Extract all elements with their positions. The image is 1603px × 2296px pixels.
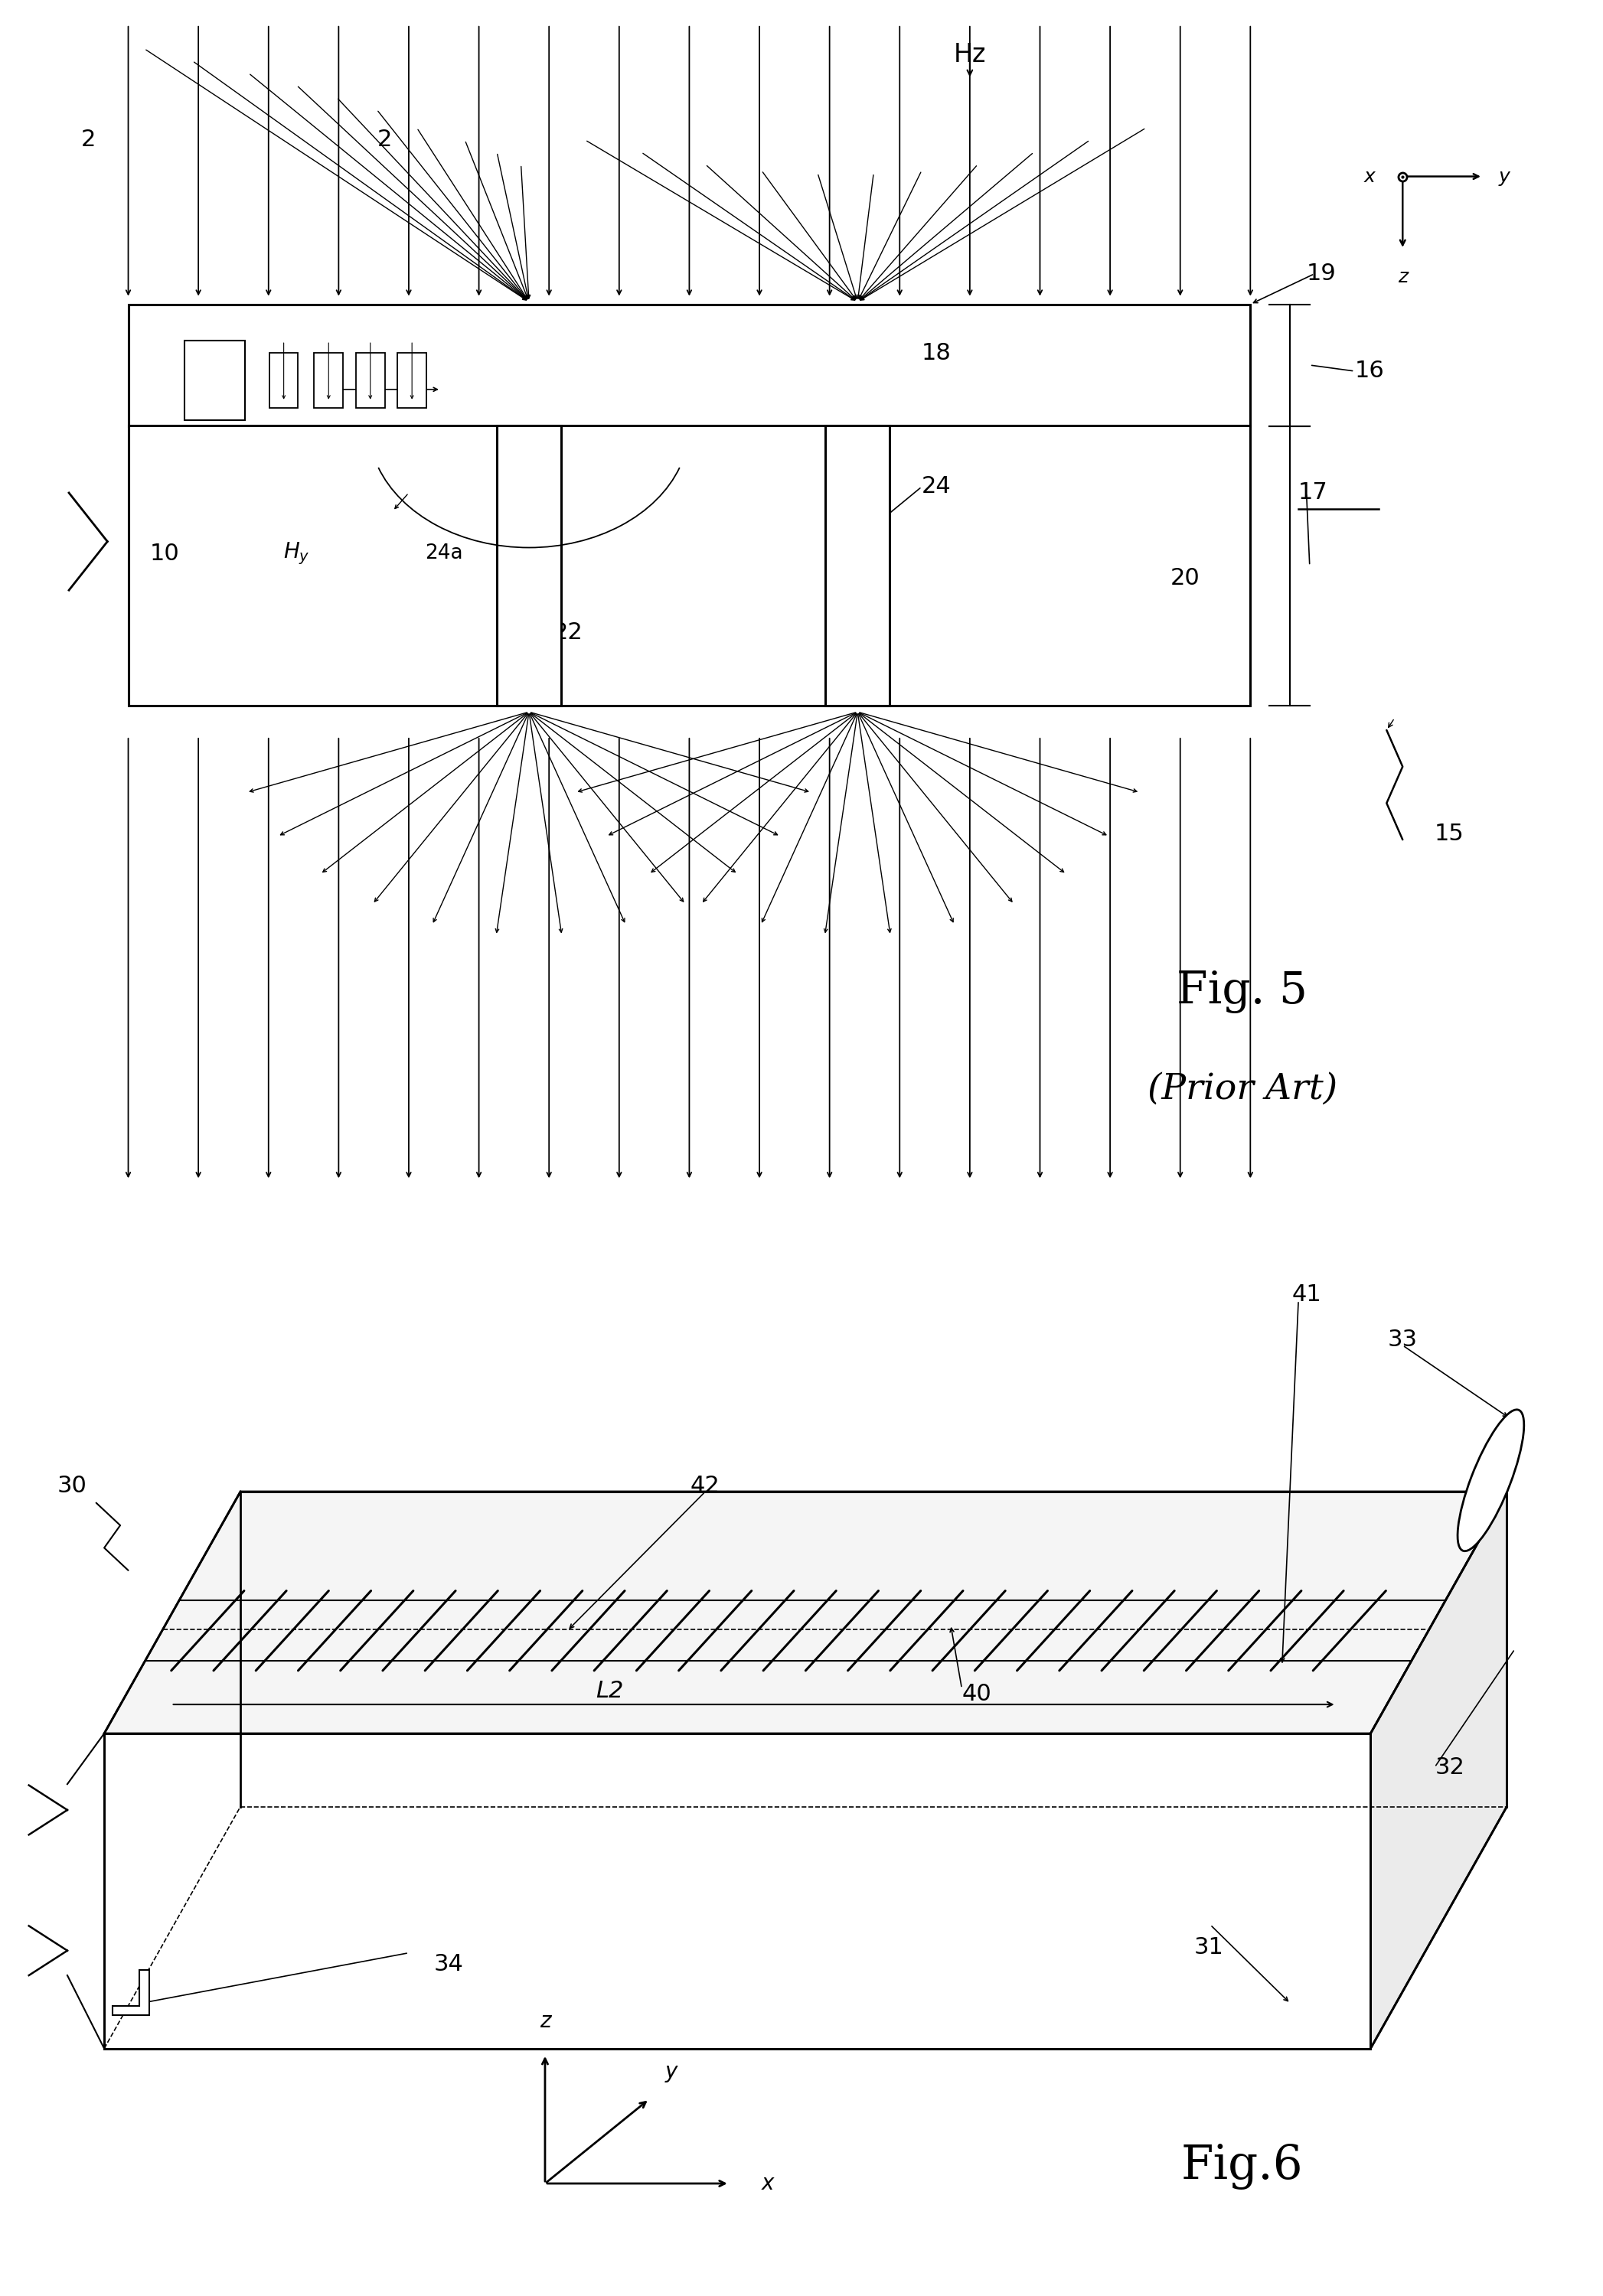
Text: y: y: [665, 2062, 678, 2082]
Text: L2: L2: [596, 1681, 624, 1701]
Text: 24: 24: [922, 475, 952, 498]
Text: 10: 10: [149, 542, 180, 565]
Text: 2: 2: [80, 129, 96, 152]
Text: 40: 40: [962, 1683, 992, 1706]
Text: 22: 22: [553, 622, 583, 643]
Text: (Prior Art): (Prior Art): [1148, 1072, 1337, 1107]
Bar: [497, 427, 561, 705]
Text: 32: 32: [1435, 1756, 1465, 1779]
Polygon shape: [112, 1970, 149, 2016]
Polygon shape: [104, 1492, 1507, 1733]
Text: 17: 17: [1298, 482, 1329, 503]
Text: 33: 33: [1388, 1329, 1417, 1350]
Text: 41: 41: [1292, 1283, 1321, 1306]
Polygon shape: [104, 1733, 1371, 2048]
Bar: [398, 354, 426, 409]
Text: 20: 20: [1170, 567, 1201, 590]
Text: 15: 15: [1435, 822, 1465, 845]
Text: 31: 31: [1194, 1936, 1225, 1958]
Text: x: x: [761, 2172, 774, 2195]
Text: 34: 34: [434, 1954, 463, 1975]
Text: 19: 19: [1306, 262, 1337, 285]
Text: x: x: [1364, 168, 1375, 186]
Text: 16: 16: [1355, 360, 1385, 381]
Text: y: y: [1499, 168, 1510, 186]
Text: 24a: 24a: [425, 544, 463, 563]
Text: Fig.6: Fig.6: [1181, 2144, 1303, 2190]
Ellipse shape: [1457, 1410, 1524, 1552]
Text: 42: 42: [691, 1474, 720, 1497]
Text: z: z: [540, 2011, 550, 2032]
Bar: [269, 354, 298, 409]
Text: Hz: Hz: [954, 41, 986, 67]
Text: 18: 18: [922, 342, 952, 365]
Bar: [826, 427, 890, 705]
Bar: [184, 340, 245, 420]
Polygon shape: [1371, 1492, 1507, 2048]
Bar: [314, 354, 343, 409]
Text: Fig. 5: Fig. 5: [1177, 971, 1308, 1013]
Text: 30: 30: [58, 1474, 87, 1497]
Bar: [128, 305, 1250, 427]
Text: 2: 2: [377, 129, 393, 152]
Text: $H_y$: $H_y$: [284, 542, 309, 567]
Text: z: z: [1398, 269, 1407, 287]
Bar: [128, 427, 1250, 705]
Bar: [356, 354, 385, 409]
